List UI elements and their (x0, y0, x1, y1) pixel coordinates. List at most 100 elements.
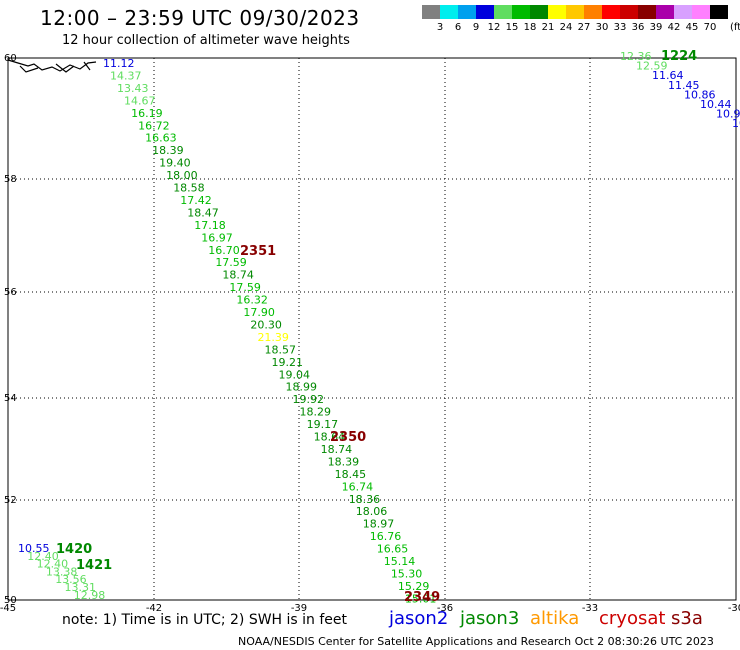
wave-height-value: 18.00 (166, 169, 198, 182)
wave-height-value: 11.12 (103, 57, 135, 70)
satellite-altika: altika (530, 608, 580, 629)
altimeter-tracks: 11.1214.3713.4314.6716.1916.7216.6318.39… (18, 50, 740, 605)
credit-line: NOAA/NESDIS Center for Satellite Applica… (238, 635, 714, 648)
wave-height-value: 18.74 (321, 443, 353, 456)
wave-height-value: 18.45 (335, 468, 367, 481)
legend-swatch (566, 5, 584, 19)
lat-tick: 52 (4, 495, 17, 506)
wave-height-value: 18.36 (349, 493, 381, 506)
lat-tick: 56 (4, 287, 17, 298)
wave-height-value: 12.40 (37, 558, 69, 571)
legend-label: 33 (613, 22, 627, 33)
footer-note: note: 1) Time is in UTC; 2) SWH is in fe… (62, 612, 348, 628)
wave-height-value: 18.64 (314, 431, 346, 444)
wave-height-value: 12.40 (27, 550, 59, 563)
wave-height-value: 18.99 (286, 381, 318, 394)
legend-label: 45 (685, 22, 699, 33)
wave-height-value: 18.58 (173, 182, 205, 195)
lat-tick: 60 (4, 53, 17, 64)
pass-number: 2351 (240, 244, 276, 259)
wave-height-value: 16.74 (342, 480, 374, 493)
wave-height-value: 11.45 (668, 79, 700, 92)
lon-tick: -42 (146, 603, 162, 614)
legend-swatch (530, 5, 548, 19)
lat-tick: 54 (4, 393, 17, 404)
legend-swatch (548, 5, 566, 19)
legend-label: 39 (649, 22, 663, 33)
legend-label: 15 (505, 22, 519, 33)
satellite-jason3: jason3 (460, 608, 520, 629)
legend-label: 3 (436, 22, 444, 33)
wave-height-value: 18.06 (356, 505, 388, 518)
wave-height-value: 17.18 (194, 219, 226, 232)
wave-height-value: 19.04 (279, 368, 311, 381)
wave-height-value: 19.40 (159, 157, 191, 170)
legend-unit: (ft) (730, 22, 740, 33)
legend-swatch (692, 5, 710, 19)
legend-swatch (458, 5, 476, 19)
wave-height-value: 16.63 (145, 132, 177, 145)
pass-number: 2350 (330, 430, 366, 445)
legend-swatch (602, 5, 620, 19)
wave-height-value: 19.92 (293, 393, 325, 406)
page-title: 12:00 – 23:59 UTC 09/30/2023 (40, 6, 360, 30)
wave-height-value: 18.74 (222, 269, 254, 282)
wave-height-value: 10.55 (18, 542, 50, 555)
wave-height-value: 10.9 (716, 108, 740, 121)
legend-swatch (512, 5, 530, 19)
legend-label: 42 (667, 22, 681, 33)
wave-height-value: 12.98 (74, 589, 106, 602)
legend-swatch (476, 5, 494, 19)
wave-height-value: 14.67 (124, 94, 156, 107)
legend-swatch (674, 5, 692, 19)
wave-height-value: 15.14 (384, 555, 416, 568)
legend-swatch (656, 5, 674, 19)
greenland-coast (7, 59, 97, 73)
wave-height-value: 16.32 (236, 294, 268, 307)
wave-height-value: 10.86 (684, 88, 716, 101)
lon-tick: -45 (0, 603, 16, 614)
legend-label: 21 (541, 22, 555, 33)
legend-label: 30 (595, 22, 609, 33)
lon-tick: -30 (728, 603, 740, 614)
wave-height-value: 18.39 (328, 455, 360, 468)
wave-height-value: 15.01 (405, 592, 437, 605)
wave-height-value: 19.17 (307, 418, 339, 431)
wave-height-value: 13.43 (117, 82, 149, 95)
wave-height-value: 17.90 (243, 306, 275, 319)
satellite-cryosat: cryosat (599, 608, 666, 629)
wave-height-value: 15.29 (398, 580, 430, 593)
legend-swatch (638, 5, 656, 19)
wave-height-value: 17.42 (180, 194, 212, 207)
lat-tick: 58 (4, 174, 17, 185)
wave-height-value: 13.31 (65, 581, 97, 594)
lon-tick: -36 (437, 603, 453, 614)
wave-height-value: 13.56 (55, 573, 86, 586)
legend-swatch (620, 5, 638, 19)
legend-label: 27 (577, 22, 591, 33)
legend-label: 70 (703, 22, 717, 33)
pass-number: 2349 (404, 590, 440, 605)
wave-height-value: 13.38 (46, 565, 78, 578)
legend-swatch (494, 5, 512, 19)
map-grid (7, 57, 737, 601)
lat-tick: 50 (4, 595, 17, 606)
wave-height-value: 16.97 (201, 231, 233, 244)
legend-label: 36 (631, 22, 645, 33)
legend-swatch (584, 5, 602, 19)
wave-height-value: 12.36 (620, 50, 652, 63)
wave-height-value: 16.19 (131, 107, 163, 120)
legend-swatch (440, 5, 458, 19)
wave-height-value: 11.64 (652, 69, 684, 82)
wave-height-value: 10.44 (700, 98, 732, 111)
wave-height-value: 12.59 (636, 60, 668, 73)
wave-height-value: 21.39 (257, 331, 289, 344)
wave-height-value: 16.65 (377, 543, 409, 556)
legend-swatch (422, 5, 440, 19)
legend-label: 6 (454, 22, 462, 33)
page-subtitle: 12 hour collection of altimeter wave hei… (62, 33, 350, 48)
legend-label: 18 (523, 22, 537, 33)
map-frame (7, 57, 737, 601)
legend-label: 9 (472, 22, 480, 33)
